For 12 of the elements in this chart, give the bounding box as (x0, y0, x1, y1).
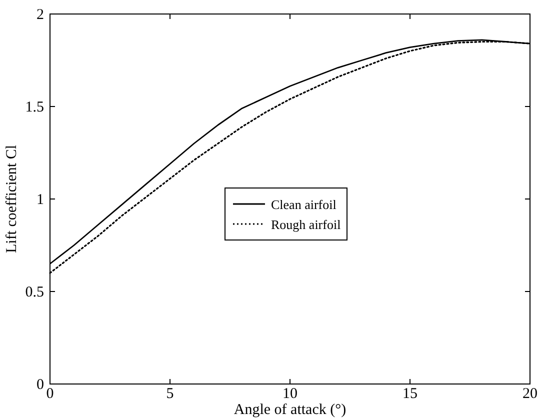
x-axis-title: Angle of attack (°) (234, 402, 346, 418)
y-tick-label: 1 (36, 192, 44, 208)
x-tick-label: 20 (522, 386, 538, 402)
y-tick-label: 0.5 (25, 284, 44, 300)
legend-label: Rough airfoil (271, 217, 342, 232)
y-axis-title: Lift coefficient Cl (4, 144, 20, 254)
x-tick-label: 5 (166, 386, 174, 402)
y-tick-label: 2 (36, 7, 44, 23)
x-tick-label: 15 (402, 386, 418, 402)
legend-label: Clean airfoil (271, 197, 337, 212)
x-tick-label: 10 (282, 386, 298, 402)
y-tick-label: 1.5 (25, 100, 44, 116)
